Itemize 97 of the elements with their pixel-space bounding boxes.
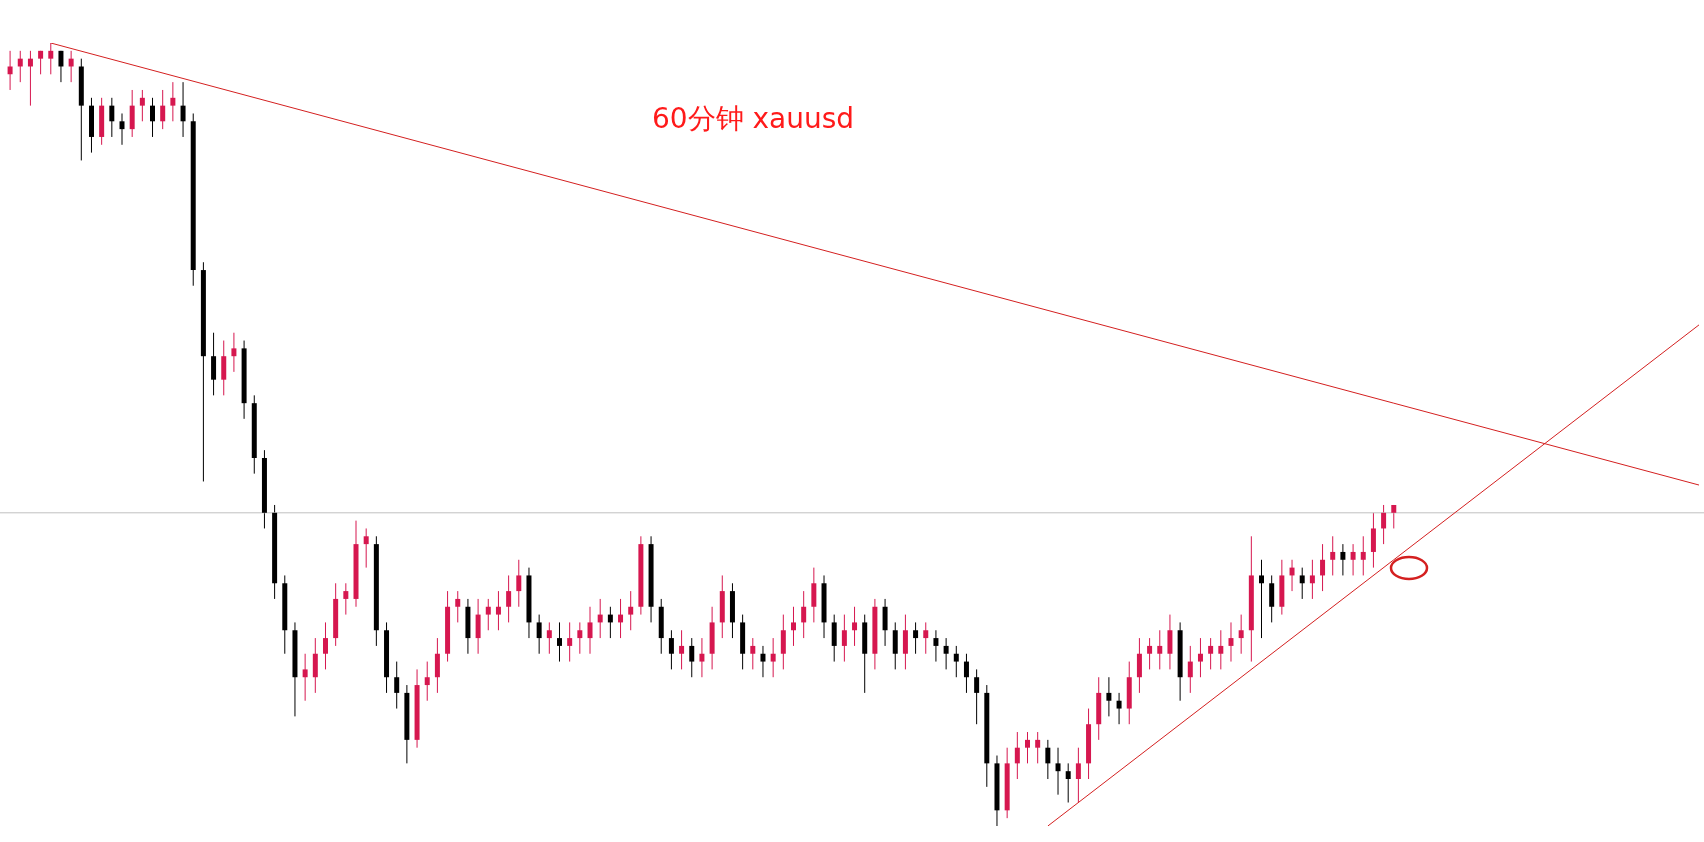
candlestick — [536, 614, 542, 655]
candlestick — [628, 590, 634, 631]
candlestick — [567, 621, 573, 663]
candlestick — [1014, 731, 1020, 780]
text: 60分钟 xauusd — [652, 101, 855, 137]
candlestick — [913, 621, 919, 655]
candlestick — [770, 637, 776, 678]
candlestick — [211, 332, 217, 396]
candlestick — [160, 89, 166, 130]
candlestick — [1116, 692, 1122, 725]
candlestick — [1075, 747, 1081, 804]
candlestick — [58, 50, 64, 83]
candlestick — [587, 606, 593, 655]
candlestick — [1025, 731, 1030, 764]
candlestick — [1360, 535, 1366, 576]
candlestick — [1381, 504, 1387, 545]
candlestick — [1197, 637, 1203, 678]
candlestick — [1218, 629, 1224, 670]
candlestick — [17, 50, 23, 83]
candlestick — [943, 637, 949, 670]
candlestick — [577, 621, 583, 655]
candlestick — [1289, 559, 1295, 592]
candlestick — [668, 629, 674, 670]
candlestick — [750, 637, 756, 670]
candlestick — [679, 629, 685, 670]
candlestick — [68, 50, 74, 83]
candlestick — [1228, 621, 1234, 663]
candlestick — [791, 606, 796, 647]
candlestick — [312, 637, 318, 694]
candlestick — [1259, 559, 1265, 639]
candlestick — [434, 637, 440, 694]
candlestick — [780, 614, 786, 670]
candlestick — [1269, 574, 1275, 623]
candlestick — [516, 559, 522, 608]
candlestick — [852, 606, 858, 647]
candlestick — [1065, 762, 1071, 804]
candlestick — [801, 590, 807, 639]
candlestick — [1330, 535, 1336, 576]
candlestick — [1167, 614, 1173, 670]
candlestick — [221, 340, 227, 396]
candlestick — [831, 614, 837, 663]
candlestick — [119, 112, 125, 146]
candlestick — [1208, 637, 1214, 670]
candlestick — [455, 590, 461, 623]
candlestick — [556, 621, 562, 663]
candlestick — [1136, 637, 1142, 694]
candlestick — [139, 89, 145, 122]
candlestick — [1035, 731, 1041, 764]
candlestick — [180, 81, 186, 138]
candlestick — [322, 621, 328, 670]
candlestick — [1350, 543, 1356, 576]
candlestick — [892, 621, 898, 670]
candlestick — [1187, 645, 1193, 694]
candlestick — [607, 606, 613, 639]
candlestick — [495, 590, 501, 631]
candlestick — [231, 332, 237, 373]
candlestick — [1299, 567, 1305, 600]
candlestick — [27, 50, 33, 107]
candlestick — [1045, 739, 1051, 780]
candlestick — [597, 598, 603, 639]
candlestick — [618, 598, 624, 639]
candlestick — [48, 42, 54, 75]
candlestick — [302, 653, 308, 702]
candlestick — [1238, 614, 1244, 655]
candlestick — [1055, 747, 1061, 796]
candlestick — [689, 637, 695, 678]
candlestick — [1370, 512, 1376, 569]
candlestick — [506, 574, 512, 623]
candlestick — [811, 567, 817, 623]
candlestick — [1340, 543, 1346, 576]
candlestick — [546, 621, 552, 655]
candlestick — [363, 527, 369, 569]
candlestick — [760, 645, 766, 678]
candlestick — [841, 614, 847, 663]
candlestick — [923, 621, 929, 655]
candlestick — [394, 661, 400, 710]
candlestick — [343, 582, 349, 616]
candlestick — [953, 645, 959, 678]
candlestick — [902, 614, 908, 670]
candlestick — [129, 89, 135, 138]
candlestick — [1157, 629, 1163, 670]
candlestick — [424, 661, 430, 702]
candlestick — [974, 668, 980, 725]
candlestick — [150, 97, 156, 138]
candlestick — [7, 50, 13, 91]
candlestick — [1320, 543, 1326, 592]
candlestick — [170, 81, 176, 122]
candlestick — [109, 97, 115, 138]
candlestick — [1147, 637, 1153, 670]
candlestick — [1106, 676, 1112, 717]
candlestick — [933, 629, 939, 663]
candlestick — [485, 598, 491, 631]
candlestick — [882, 598, 888, 647]
candlestick — [963, 653, 969, 694]
candlestick — [475, 598, 481, 655]
candlestick — [1309, 559, 1315, 600]
candlestick — [699, 637, 705, 678]
